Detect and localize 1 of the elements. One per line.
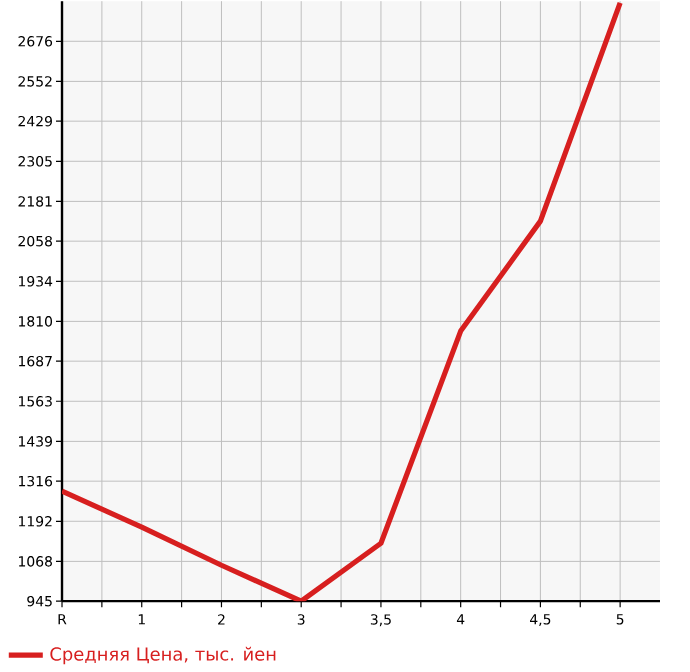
legend-label: Средняя Цена, тыс. йен — [50, 647, 276, 665]
